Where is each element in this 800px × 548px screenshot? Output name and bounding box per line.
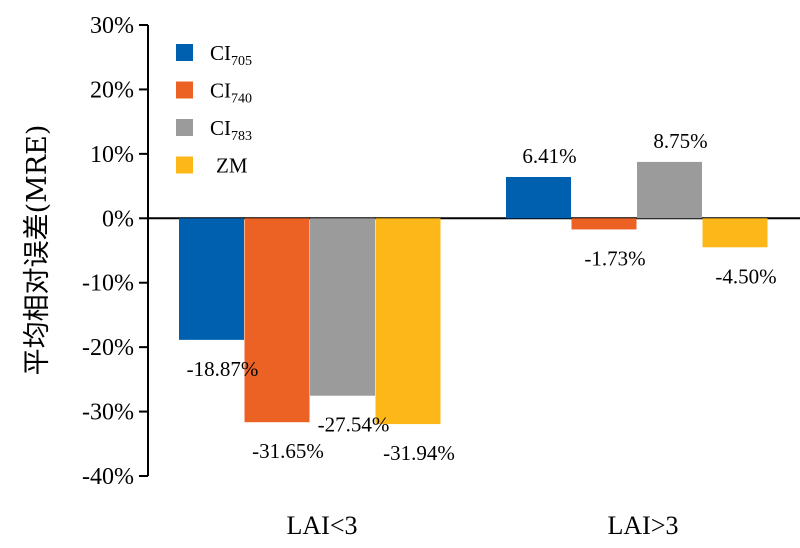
y-tick-label: 20% <box>90 77 134 103</box>
bar <box>571 218 637 230</box>
data-label: -31.65% <box>252 439 324 463</box>
data-label: -31.94% <box>383 441 455 465</box>
y-tick-label: 0% <box>102 206 134 232</box>
data-label: -1.73% <box>584 246 645 270</box>
y-axis-title: 平均相对误差(MRE) <box>22 125 53 376</box>
bar <box>375 218 441 425</box>
legend-entry: ZM <box>216 154 248 178</box>
legend-entry: CI705 <box>210 41 252 69</box>
bar <box>310 218 375 396</box>
bar <box>244 218 310 423</box>
data-label: 6.41% <box>522 144 576 168</box>
bar <box>179 218 244 340</box>
data-label: -18.87% <box>187 357 259 381</box>
x-category-label: LAI>3 <box>608 511 679 540</box>
y-tick-label: 30% <box>90 13 134 39</box>
legend-entry: CI740 <box>210 79 252 107</box>
y-tick-label: -30% <box>82 400 134 426</box>
bar <box>637 161 702 219</box>
x-category-label: LAI<3 <box>287 511 358 540</box>
legend-entry: CI783 <box>210 116 252 144</box>
legend: CI705 CI740 CI783 ZM <box>176 41 252 178</box>
y-tick-label: 10% <box>90 142 134 168</box>
data-label: -27.54% <box>318 413 390 437</box>
y-tick-label: -40% <box>82 464 134 490</box>
data-labels: -18.87% 6.41% -31.65% -1.73% -27.54% 8.75% -31… <box>187 129 777 465</box>
legend-swatch <box>176 44 193 61</box>
legend-swatch <box>176 119 193 136</box>
data-label: 8.75% <box>653 129 707 153</box>
bars <box>179 161 768 425</box>
bar <box>702 218 768 248</box>
legend-swatch <box>176 156 193 174</box>
y-tick-label: -10% <box>82 271 134 297</box>
axes: 30% 20% 10% 0% -10% -20% -30% -40% LAI<3 LAI>3 <box>82 13 800 540</box>
y-tick-label: -20% <box>82 335 134 361</box>
legend-swatch <box>176 81 193 99</box>
data-label: -4.50% <box>715 264 776 288</box>
bar <box>506 176 571 219</box>
